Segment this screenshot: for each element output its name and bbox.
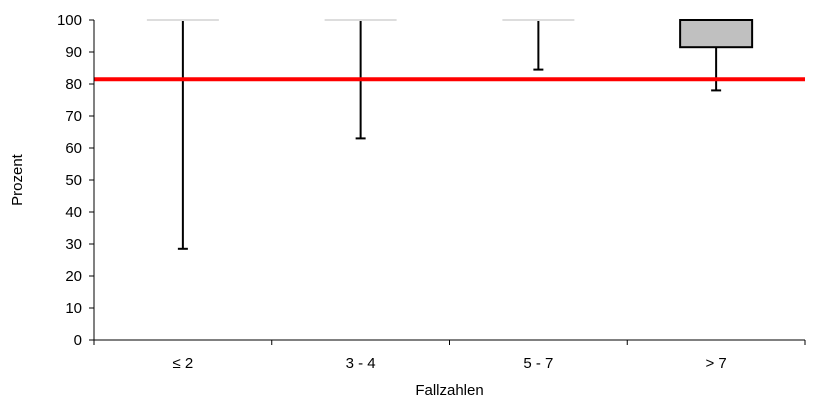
box-plots [146, 19, 754, 250]
y-tick-label: 20 [65, 268, 82, 285]
x-tick-label: 5 - 7 [523, 355, 553, 372]
x-axis-title: Fallzahlen [415, 382, 483, 399]
x-tick-label: > 7 [705, 355, 726, 372]
y-tick-label: 50 [65, 172, 82, 189]
y-axis-tick-labels: 0 10 20 30 40 50 60 70 80 90 100 [57, 12, 82, 349]
x-tick-label: ≤ 2 [173, 355, 194, 372]
y-tick-label: 70 [65, 108, 82, 125]
x-tick-label: 3 - 4 [346, 355, 376, 372]
y-tick-label: 80 [65, 76, 82, 93]
y-tick-label: 60 [65, 140, 82, 157]
box-1 [146, 19, 219, 250]
box-3 [502, 19, 575, 71]
y-axis-ticks [89, 19, 94, 341]
x-axis-tick-labels: ≤ 2 3 - 4 5 - 7 > 7 [173, 355, 727, 372]
y-tick-label: 10 [65, 300, 82, 317]
y-tick-label: 100 [57, 12, 82, 29]
x-axis-ticks [93, 340, 806, 345]
y-axis-title: Prozent [9, 153, 26, 206]
y-tick-label: 90 [65, 44, 82, 61]
box-4 [679, 19, 754, 92]
y-tick-label: 30 [65, 236, 82, 253]
y-tick-label: 40 [65, 204, 82, 221]
box-iqr [679, 19, 754, 49]
y-tick-label: 0 [74, 332, 82, 349]
